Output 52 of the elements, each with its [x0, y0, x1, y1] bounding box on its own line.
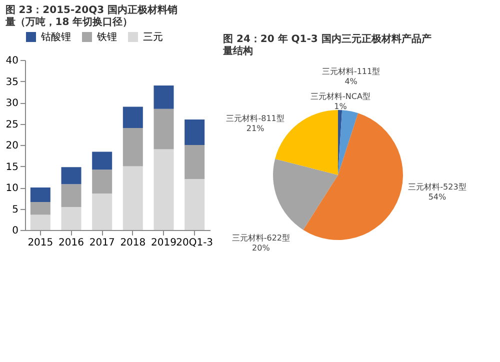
x-tick-label: 2018: [120, 238, 146, 248]
bar: [122, 166, 143, 230]
bar: [122, 106, 143, 128]
bar: [61, 167, 82, 184]
bar: [92, 193, 112, 230]
legend-label: 三元: [143, 32, 163, 43]
slice-label: 三元材料-NCA型: [310, 92, 370, 102]
data-label: 54%: [428, 192, 446, 202]
bar: [92, 152, 112, 170]
slice-label: 三元材料-622型: [232, 234, 290, 243]
y-tick-label: 10: [6, 183, 18, 194]
y-tick-label: 0: [12, 226, 18, 236]
y-tick-label: 20: [6, 140, 18, 152]
x-tick-label: 2015: [28, 238, 54, 248]
pie-slice: [273, 158, 338, 230]
legend-label: 钴酸锂: [40, 31, 71, 43]
bar: [30, 202, 50, 215]
y-tick-label: 30: [6, 98, 18, 109]
y-tick-label: 40: [6, 56, 18, 66]
bar: [30, 188, 50, 202]
bar: [184, 179, 205, 230]
legend-label: 铁锂: [96, 31, 117, 43]
chart-title: 图 24：20 年 Q1-3 国内三元正极材料产品产量结构: [222, 33, 432, 57]
bar: [61, 184, 82, 208]
x-tick-label: 20Q1-3: [176, 238, 214, 248]
bar: [154, 108, 174, 150]
y-tick-label: 25: [6, 119, 18, 130]
slice-label: 三元材料-811型: [226, 114, 284, 123]
pie-slice: [275, 110, 338, 175]
x-tick-label: 2019: [151, 238, 176, 248]
bar: [184, 145, 205, 179]
y-tick-label: 15: [6, 162, 18, 173]
data-label: 20%: [252, 244, 270, 253]
bar: [92, 170, 112, 194]
bar: [184, 120, 205, 145]
bar: [154, 86, 174, 109]
chart-title: 图 23：2015-20Q3 国内正极材料销量（万吨，18 年切换口径）: [4, 4, 178, 28]
x-tick-label: 2017: [89, 238, 115, 248]
bar: [30, 214, 50, 230]
bar: [122, 128, 143, 166]
data-label: 4%: [344, 76, 358, 86]
x-tick-label: 2016: [58, 238, 84, 248]
data-label: 21%: [246, 124, 265, 133]
y-tick-label: 5: [12, 204, 18, 216]
y-tick-label: 35: [6, 76, 18, 88]
pie-slice: [338, 110, 358, 175]
bar: [61, 207, 82, 230]
bar: [154, 149, 174, 230]
slice-label: 三元材料-523型: [408, 182, 466, 192]
slice-label: 三元材料-111型: [322, 66, 380, 76]
data-label: 1%: [334, 102, 348, 112]
pie-slice: [303, 113, 403, 240]
